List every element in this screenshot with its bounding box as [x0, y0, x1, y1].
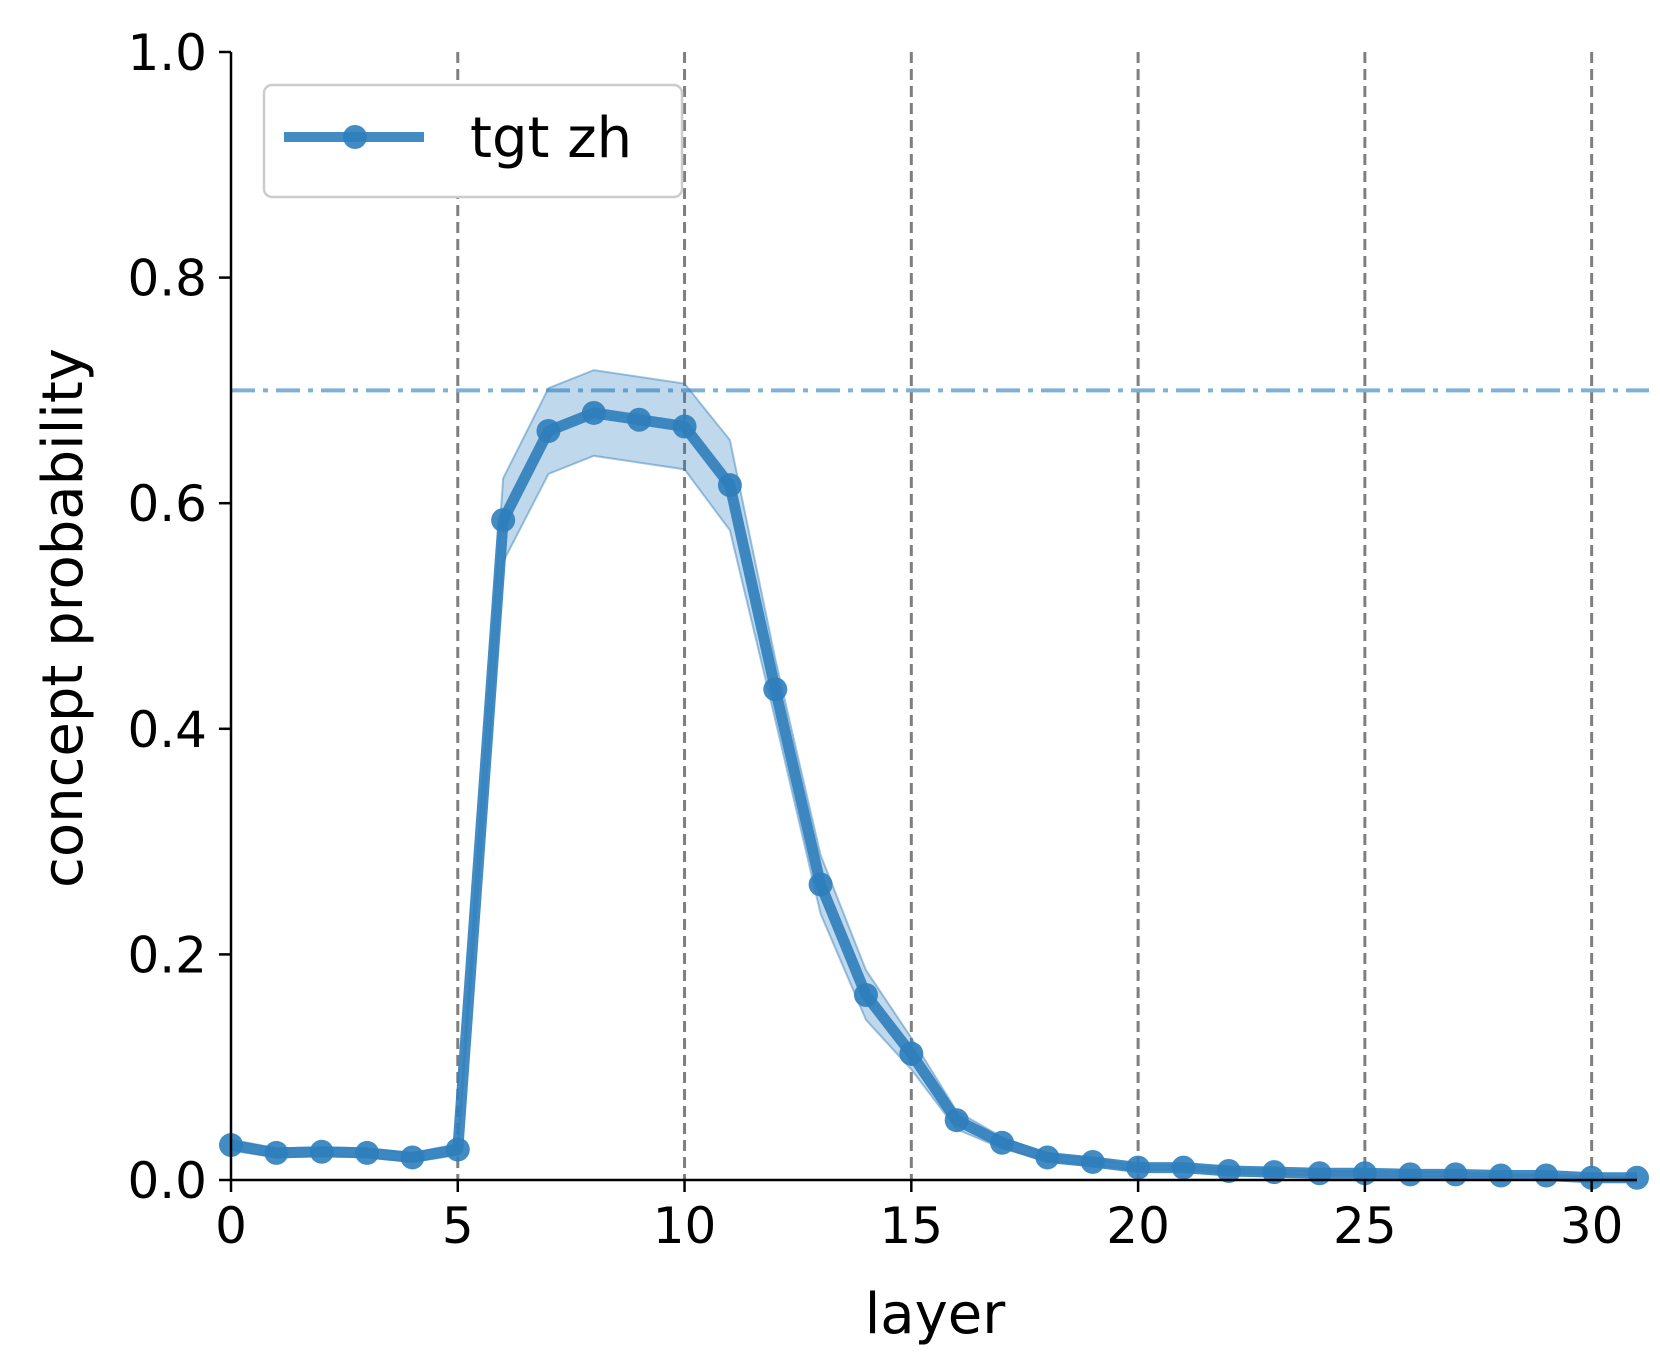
data-point — [1080, 1149, 1105, 1174]
y-tick-label: 0.4 — [127, 701, 207, 759]
data-point — [808, 872, 833, 897]
data-point — [1126, 1155, 1151, 1180]
data-point — [1443, 1162, 1468, 1187]
x-tick-label: 0 — [215, 1197, 247, 1255]
legend-frame — [262, 83, 684, 199]
data-point — [1035, 1145, 1060, 1170]
confidence-band-area — [230, 369, 1638, 1180]
data-point — [536, 419, 561, 444]
data-point — [445, 1137, 470, 1162]
data-point — [1625, 1165, 1649, 1190]
x-tick-label: 10 — [653, 1197, 717, 1255]
reference-lines — [231, 52, 1649, 1180]
x-axis-title: layer — [865, 1282, 1006, 1347]
data-point — [400, 1145, 425, 1170]
data-point — [581, 400, 606, 425]
data-point — [1398, 1162, 1423, 1187]
x-tick-label: 20 — [1106, 1197, 1170, 1255]
data-point — [990, 1130, 1015, 1155]
x-tick-label: 5 — [442, 1197, 474, 1255]
data-point — [853, 983, 878, 1008]
data-point — [309, 1139, 334, 1164]
y-tick-label: 0.8 — [127, 250, 207, 308]
legend-marker-swatch — [343, 125, 367, 149]
data-point — [763, 677, 788, 702]
y-tick-label: 0.2 — [127, 926, 207, 984]
data-point — [1262, 1160, 1287, 1185]
x-tick-label: 15 — [880, 1197, 944, 1255]
data-point — [1534, 1163, 1559, 1188]
data-point — [899, 1041, 924, 1066]
y-axis-title: concept probability — [31, 348, 96, 888]
legend: tgt zh — [262, 83, 684, 199]
data-point — [944, 1108, 969, 1133]
ticks: 0 5 10 15 20 25 30 0.0 0.2 0.4 0.6 0.8 1.0 — [127, 24, 1623, 1255]
axes — [229, 52, 1637, 1182]
data-point — [1171, 1155, 1196, 1180]
y-tick-label: 1.0 — [127, 24, 207, 82]
data-point — [1579, 1165, 1604, 1190]
data-point — [717, 473, 742, 498]
data-point — [672, 414, 697, 439]
data-point — [1216, 1158, 1241, 1183]
data-point — [627, 407, 652, 432]
data-point — [491, 508, 516, 533]
data-point — [264, 1140, 289, 1165]
y-tick-label: 0.0 — [127, 1152, 207, 1210]
y-tick-label: 0.6 — [127, 475, 207, 533]
series-line — [230, 407, 1637, 1184]
data-point — [1488, 1163, 1513, 1188]
data-point — [1307, 1161, 1332, 1186]
legend-label: tgt zh — [470, 106, 632, 171]
x-tick-label: 30 — [1560, 1197, 1624, 1255]
confidence-band — [230, 369, 1638, 1180]
data-point — [355, 1140, 380, 1165]
x-tick-label: 25 — [1333, 1197, 1397, 1255]
series-group — [219, 400, 1649, 1190]
